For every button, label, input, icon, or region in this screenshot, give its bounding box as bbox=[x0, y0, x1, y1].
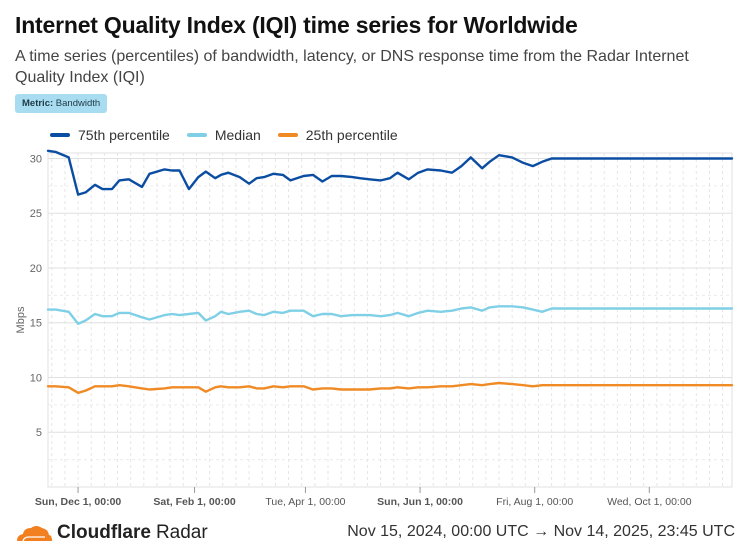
legend-item-p75[interactable]: 75th percentile bbox=[50, 127, 170, 143]
series-line-p75 bbox=[46, 149, 734, 196]
chart-title: Internet Quality Index (IQI) time series… bbox=[15, 12, 578, 38]
metric-badge-key: Metric: bbox=[22, 98, 54, 109]
x-tick-label: Sun, Jun 1, 00:00 bbox=[377, 496, 463, 508]
metric-badge[interactable]: Metric: Bandwidth bbox=[15, 94, 108, 113]
x-tick-label: Wed, Oct 1, 00:00 bbox=[607, 496, 692, 508]
footer-brand-suffix: Radar bbox=[155, 522, 208, 543]
x-tick-label: Sat, Feb 1, 00:00 bbox=[153, 496, 235, 508]
footer-date-range: Nov 15, 2024, 00:00 UTC → Nov 14, 2025, … bbox=[347, 523, 735, 540]
x-tick-label: Sun, Dec 1, 00:00 bbox=[35, 496, 122, 508]
y-tick-label: 15 bbox=[30, 318, 42, 330]
y-tick-label: 30 bbox=[30, 153, 42, 165]
chart-legend: 75th percentile Median 25th percentile bbox=[50, 127, 398, 143]
legend-label-median: Median bbox=[214, 127, 261, 143]
chart-subtitle: A time series (percentiles) of bandwidth… bbox=[15, 48, 689, 86]
legend-swatch-p25 bbox=[277, 133, 298, 137]
series-line-median bbox=[46, 305, 734, 325]
plot-frame bbox=[47, 152, 733, 488]
footer-brand: Cloudflare bbox=[57, 522, 151, 543]
cloudflare-cloud-icon bbox=[17, 526, 52, 542]
metric-badge-value: Bandwidth bbox=[55, 98, 101, 109]
series-line-p25 bbox=[46, 381, 734, 394]
legend-swatch-median bbox=[186, 133, 207, 137]
legend-item-median[interactable]: Median bbox=[186, 127, 261, 143]
legend-label-p25: 25th percentile bbox=[305, 127, 398, 143]
legend-swatch-p75 bbox=[50, 133, 70, 137]
y-tick-label: 20 bbox=[30, 263, 42, 275]
y-tick-label: 10 bbox=[30, 372, 42, 384]
x-tick-label: Fri, Aug 1, 00:00 bbox=[496, 496, 573, 508]
footer-logo: Cloudflare Radar bbox=[15, 522, 208, 544]
y-tick-label: 5 bbox=[36, 427, 42, 439]
y-tick-label: 25 bbox=[30, 208, 42, 220]
y-axis-label: Mbps bbox=[15, 306, 27, 333]
x-tick-label: Tue, Apr 1, 00:00 bbox=[265, 496, 345, 508]
legend-label-p75: 75th percentile bbox=[78, 127, 170, 143]
legend-item-p25[interactable]: 25th percentile bbox=[277, 127, 398, 143]
